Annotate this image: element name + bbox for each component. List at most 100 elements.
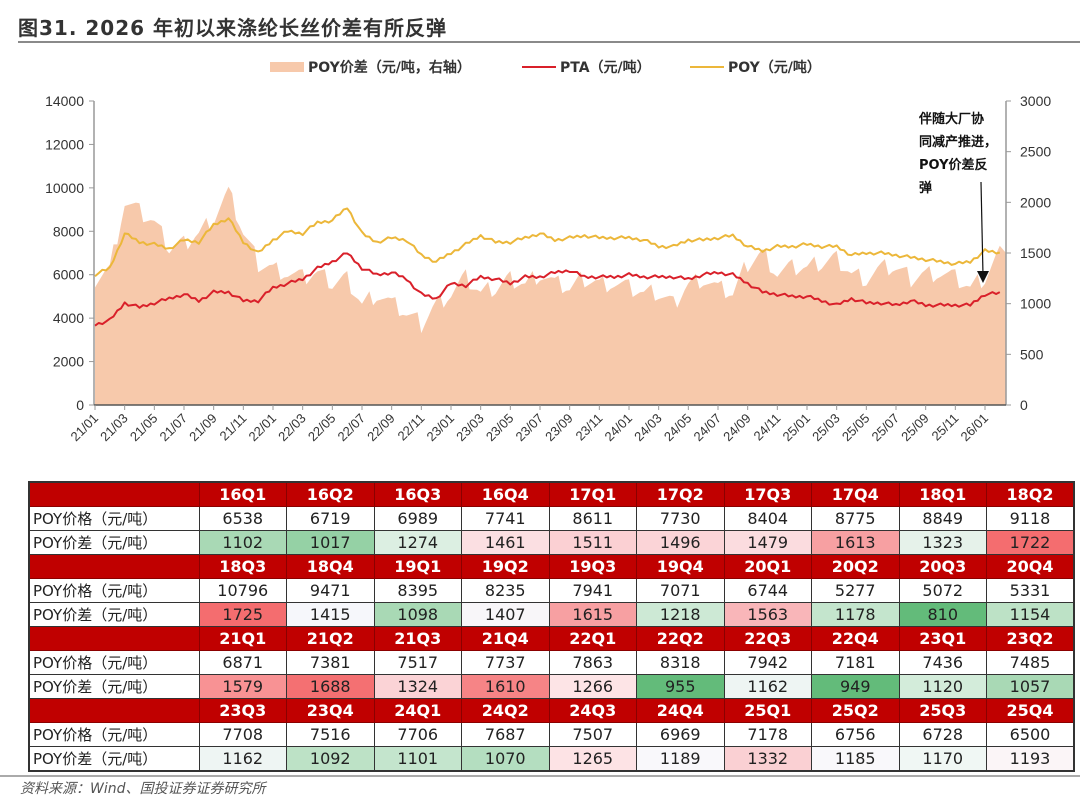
x-tick-label: 21/05: [127, 411, 161, 445]
spread-cell: 1162: [198, 746, 287, 772]
spread-cell: 1496: [636, 530, 725, 555]
price-cell: 6728: [898, 722, 987, 747]
price-cell: 6744: [723, 578, 812, 603]
spread-cell: 1415: [286, 602, 375, 627]
header-corner: [28, 626, 200, 651]
quarter-header: 24Q4: [636, 698, 725, 723]
figure-title: 图31. 2026 年初以来涤纶长丝价差有所反弹: [18, 16, 448, 40]
spread-area: [95, 186, 1006, 405]
quarter-header: 24Q2: [461, 698, 550, 723]
quarter-header: 20Q2: [811, 554, 900, 579]
right-tick-label: 500: [1020, 346, 1044, 362]
price-cell: 8235: [461, 578, 550, 603]
annotation-text: POY价差反: [919, 157, 988, 173]
table-row-spread: POY价差（元/吨） 1725 1415 1098 1407 1615 1218 1563 11…: [28, 602, 1075, 627]
quarter-header: 18Q3: [198, 554, 287, 579]
annotation-arrow-head: [977, 271, 989, 283]
x-tick-label: 22/05: [305, 411, 339, 445]
row-label: POY价格（元/吨）: [28, 506, 200, 531]
poy-line: [94, 207, 1001, 278]
left-tick-label: 8000: [53, 223, 84, 239]
annotation-text: 同减产推进，: [919, 134, 997, 150]
spread-cell: 1511: [548, 530, 637, 555]
price-cell: 7381: [286, 650, 375, 675]
spread-cell: 810: [898, 602, 987, 627]
x-tick-label: 22/03: [275, 411, 309, 445]
spread-cell: 1479: [723, 530, 812, 555]
legend-swatch-area: [270, 62, 304, 72]
spread-cell: 1098: [373, 602, 462, 627]
spread-cell: 1178: [811, 602, 900, 627]
spread-cell: 1563: [723, 602, 812, 627]
price-cell: 7863: [548, 650, 637, 675]
price-cell: 9471: [286, 578, 375, 603]
header-corner: [28, 554, 200, 579]
quarter-header: 19Q2: [461, 554, 550, 579]
x-tick-label: 25/09: [898, 411, 932, 445]
x-tick-label: 21/07: [157, 411, 191, 445]
table-row-spread: POY价差（元/吨） 1102 1017 1274 1461 1511 1496 1479 16…: [28, 530, 1075, 555]
quarter-header: 17Q3: [723, 481, 812, 507]
legend-label: POY（元/吨）: [728, 59, 821, 76]
quarter-header: 25Q4: [986, 698, 1075, 723]
quarter-header: 23Q1: [898, 626, 987, 651]
spread-cell: 1266: [548, 674, 637, 699]
table-row-price: POY价格（元/吨） 10796 9471 8395 8235 7941 7071 6744 5…: [28, 578, 1075, 603]
x-tick-label: 24/07: [691, 411, 725, 445]
quarter-header: 25Q3: [898, 698, 987, 723]
spread-cell: 949: [811, 674, 900, 699]
right-tick-label: 3000: [1020, 93, 1051, 109]
spread-cell: 1725: [198, 602, 287, 627]
right-tick-label: 1500: [1020, 245, 1051, 261]
legend: POY价差（元/吨，右轴） PTA（元/吨） POY（元/吨）: [270, 59, 821, 76]
price-cell: 5277: [811, 578, 900, 603]
x-tick-label: 25/11: [929, 411, 962, 444]
x-tick-label: 24/11: [751, 411, 784, 444]
spread-cell: 1193: [986, 746, 1075, 772]
quarter-header: 17Q4: [811, 481, 900, 507]
spread-cell: 1057: [986, 674, 1075, 699]
quarter-header: 21Q4: [461, 626, 550, 651]
price-spread-chart: POY价差（元/吨，右轴） PTA（元/吨） POY（元/吨） 0 2000 4000 6…: [45, 59, 1051, 445]
price-cell: 10796: [198, 578, 287, 603]
spread-cell: 1722: [986, 530, 1075, 555]
price-cell: 8775: [811, 506, 900, 531]
legend-label: POY价差（元/吨，右轴）: [308, 59, 471, 76]
price-cell: 7730: [636, 506, 725, 531]
x-tick-label: 25/07: [869, 411, 903, 445]
price-cell: 6756: [811, 722, 900, 747]
x-tick-label: 21/01: [68, 411, 102, 445]
price-cell: 6719: [286, 506, 375, 531]
price-cell: 7516: [286, 722, 375, 747]
x-tick-label: 21/09: [186, 411, 220, 445]
x-tick-label: 23/01: [424, 411, 458, 445]
price-cell: 6538: [198, 506, 287, 531]
left-tick-label: 4000: [53, 310, 84, 326]
x-tick-label: 24/05: [661, 411, 695, 445]
price-cell: 8611: [548, 506, 637, 531]
left-tick-label: 2000: [53, 354, 84, 370]
price-cell: 7737: [461, 650, 550, 675]
header-corner: [28, 698, 200, 723]
spread-cell: 1407: [461, 602, 550, 627]
quarter-header: 23Q3: [198, 698, 287, 723]
quarter-header: 23Q4: [286, 698, 375, 723]
quarter-header: 16Q3: [373, 481, 462, 507]
quarter-header: 23Q2: [986, 626, 1075, 651]
row-label: POY价差（元/吨）: [28, 602, 200, 627]
table-row-price: POY价格（元/吨） 6871 7381 7517 7737 7863 8318 7942 71…: [28, 650, 1075, 675]
quarter-header: 24Q3: [548, 698, 637, 723]
row-label: POY价差（元/吨）: [28, 674, 200, 699]
table-row-spread: POY价差（元/吨） 1162 1092 1101 1070 1265 1189 1332 11…: [28, 746, 1075, 772]
spread-cell: 1615: [548, 602, 637, 627]
price-cell: 7941: [548, 578, 637, 603]
x-tick-label: 25/03: [809, 411, 843, 445]
annotation-arrow-shaft: [980, 181, 984, 276]
quarter-header: 22Q4: [811, 626, 900, 651]
spread-cell: 1070: [461, 746, 550, 772]
price-cell: 7436: [898, 650, 987, 675]
quarter-header: 22Q3: [723, 626, 812, 651]
spread-cell: 1265: [548, 746, 637, 772]
price-cell: 6989: [373, 506, 462, 531]
